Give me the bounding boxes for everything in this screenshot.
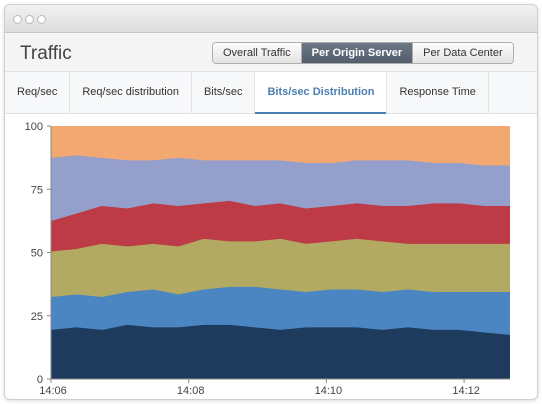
app-window: Traffic Overall Traffic Per Origin Serve… [4, 4, 538, 400]
per-origin-server-button[interactable]: Per Origin Server [300, 43, 413, 63]
tab-bits-sec[interactable]: Bits/sec [192, 72, 256, 113]
series-line-3 [50, 238, 510, 254]
stacked-area-chart: 0 25 50 75 100 14:06 14:08 14:10 14:12 [25, 121, 511, 397]
x-tick-label: 14:12 [452, 385, 480, 397]
page-title: Traffic [20, 43, 72, 64]
metric-tabs: Req/sec Req/sec distribution Bits/sec Bi… [5, 72, 537, 114]
tab-bits-sec-distribution[interactable]: Bits/sec Distribution [255, 72, 388, 114]
per-data-center-button[interactable]: Per Data Center [412, 43, 513, 63]
y-tick-label: 50 [31, 248, 43, 260]
area-series-1 [51, 325, 510, 379]
y-tick-label: 25 [31, 311, 43, 323]
tab-req-sec[interactable]: Req/sec [5, 72, 71, 113]
y-tick-label: 75 [31, 184, 43, 196]
tab-req-sec-distribution[interactable]: Req/sec distribution [70, 72, 192, 113]
series-line-4 [50, 200, 510, 224]
x-tick-label: 14:06 [39, 385, 67, 397]
series-line-1 [50, 324, 511, 337]
y-tick-label: 0 [37, 374, 43, 386]
series-line-2 [50, 286, 510, 300]
tab-response-time[interactable]: Response Time [387, 72, 489, 113]
series-line-5 [50, 155, 510, 168]
title-bar [5, 5, 537, 33]
overall-traffic-button[interactable]: Overall Traffic [213, 43, 301, 63]
close-dot-icon[interactable] [13, 15, 22, 24]
y-tick-label: 100 [25, 121, 43, 133]
view-segmented-control: Overall Traffic Per Origin Server Per Da… [212, 42, 514, 64]
x-tick-label: 14:10 [315, 385, 343, 397]
maximize-dot-icon[interactable] [37, 15, 46, 24]
page-header: Traffic Overall Traffic Per Origin Serve… [5, 33, 537, 72]
minimize-dot-icon[interactable] [25, 15, 34, 24]
x-tick-label: 14:08 [177, 385, 205, 397]
